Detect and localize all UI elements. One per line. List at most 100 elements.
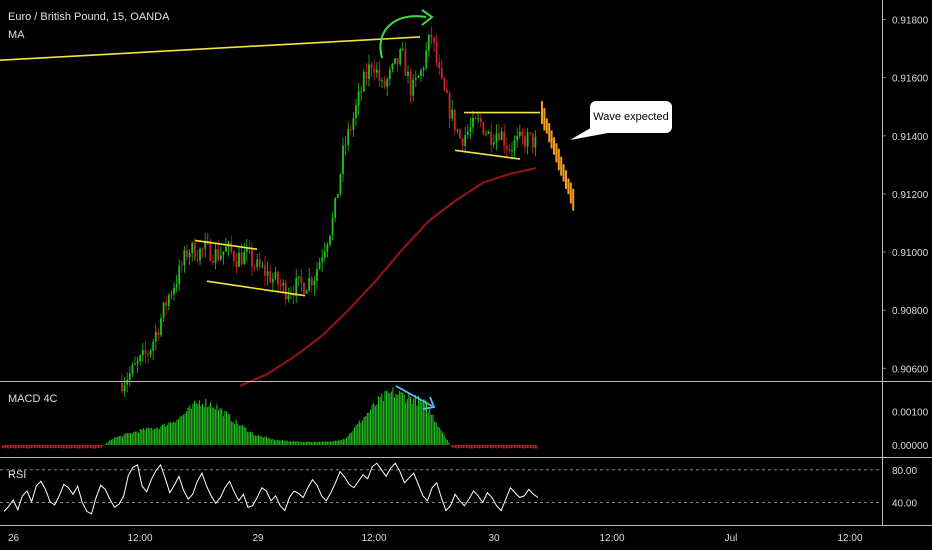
macd-bar <box>91 444 93 449</box>
macd-bar <box>210 402 212 445</box>
candle-body <box>521 131 524 137</box>
macd-tick-label: 0.00000 <box>892 441 929 452</box>
macd-bar <box>478 444 480 449</box>
candle-body <box>165 302 168 307</box>
ma-line <box>239 167 537 387</box>
macd-bar <box>218 410 220 445</box>
macd-bar <box>504 444 506 449</box>
macd-bar <box>202 403 204 445</box>
candle-body <box>308 277 311 291</box>
candle-body <box>295 278 298 297</box>
macd-bar <box>488 444 490 448</box>
candle-body <box>336 193 339 198</box>
rsi-panel-label[interactable]: RSI <box>8 469 27 481</box>
ma-indicator-label[interactable]: MA <box>8 29 25 41</box>
candle-body <box>160 318 162 336</box>
macd-bar <box>534 444 536 449</box>
candle-body <box>297 276 300 279</box>
rsi-line <box>3 462 539 515</box>
macd-bar <box>530 444 532 448</box>
projected-candle <box>562 164 565 182</box>
macd-bar <box>110 439 112 445</box>
candle-body <box>347 129 350 145</box>
candle-body <box>217 249 220 260</box>
candle-body <box>331 217 334 236</box>
candle-body <box>388 69 391 79</box>
macd-bar <box>123 434 125 445</box>
macd-bar <box>243 426 245 445</box>
candle-body <box>334 197 337 218</box>
macd-bar <box>283 440 285 445</box>
candle-body <box>396 58 399 65</box>
macd-bar <box>435 421 437 445</box>
candle-body <box>461 138 464 146</box>
time-tick-label: Jul <box>725 533 738 544</box>
macd-bar <box>360 422 362 445</box>
macd-bar <box>438 427 440 445</box>
macd-bar <box>354 427 356 445</box>
macd-bar <box>21 444 23 448</box>
macd-tick-label: 0.00100 <box>892 407 929 418</box>
macd-bar <box>405 402 407 445</box>
candle-body <box>373 68 376 73</box>
macd-bar <box>96 444 98 449</box>
macd-bar <box>10 444 12 449</box>
macd-bar <box>168 422 170 445</box>
candle-body <box>485 133 487 135</box>
macd-bar <box>198 400 200 445</box>
macd-bar <box>136 431 138 445</box>
macd-bar <box>114 437 116 445</box>
candle-body <box>225 246 227 252</box>
candle-body <box>212 260 214 263</box>
macd-bar <box>520 444 522 448</box>
macd-histogram <box>2 387 538 449</box>
macd-bar <box>246 431 248 445</box>
macd-bar <box>62 444 64 449</box>
macd-bar <box>525 444 527 448</box>
macd-bar <box>238 425 240 445</box>
macd-bar <box>472 444 474 449</box>
candle-body <box>404 48 407 76</box>
macd-bar <box>434 421 436 445</box>
macd-panel-label[interactable]: MACD 4C <box>8 393 58 405</box>
macd-bar <box>485 444 487 449</box>
macd-bar <box>66 444 68 449</box>
macd-bar <box>306 441 308 445</box>
macd-bar <box>70 444 72 449</box>
macd-bar <box>531 444 533 449</box>
macd-bar <box>474 444 476 449</box>
macd-bar <box>328 441 330 445</box>
macd-bar <box>382 400 384 445</box>
macd-bar <box>510 444 512 449</box>
macd-bar <box>461 444 463 448</box>
macd-bar <box>536 444 538 449</box>
time-tick-label: 29 <box>252 533 264 544</box>
macd-bar <box>312 442 314 445</box>
candle-body <box>443 78 446 90</box>
macd-bar <box>350 432 352 445</box>
candle-body <box>482 122 485 135</box>
macd-bar <box>397 394 399 445</box>
macd-bar <box>270 439 272 445</box>
candle-body <box>128 373 131 380</box>
macd-bar <box>358 420 360 445</box>
candle-body <box>144 349 147 354</box>
macd-bar <box>362 420 364 445</box>
macd-bar <box>107 441 109 445</box>
candle-body <box>256 259 259 267</box>
macd-bar <box>294 441 296 445</box>
macd-bar <box>342 438 344 445</box>
macd-bar <box>414 394 416 445</box>
rsi-tick-label: 40.00 <box>892 498 917 509</box>
macd-bar <box>22 444 24 448</box>
cyan-arrow-head <box>422 396 436 410</box>
candle-body <box>186 250 188 258</box>
macd-bar <box>256 435 258 445</box>
macd-bar <box>490 444 492 448</box>
candle-body <box>516 135 519 141</box>
macd-bar <box>53 444 55 449</box>
macd-bar <box>37 444 39 448</box>
macd-bar <box>386 390 388 445</box>
macd-bar <box>99 444 101 449</box>
